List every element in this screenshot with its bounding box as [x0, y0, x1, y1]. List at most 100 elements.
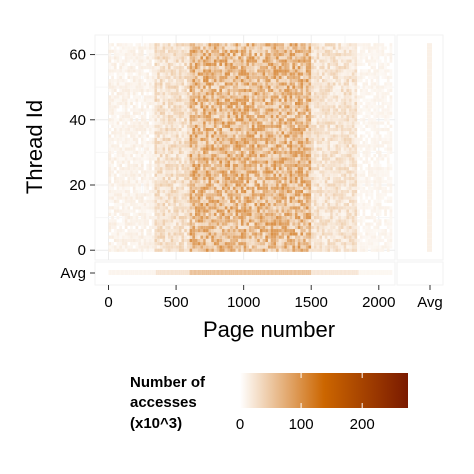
- heatmap-cell: [327, 219, 331, 223]
- heatmap-cell: [376, 173, 379, 177]
- heatmap-cell: [173, 137, 177, 141]
- heatmap-cell: [222, 196, 225, 200]
- heatmap-cell: [284, 238, 287, 243]
- heatmap-cell: [243, 212, 247, 216]
- heatmap-cell: [238, 199, 241, 203]
- heatmap-cell: [116, 176, 120, 181]
- heatmap-cell: [213, 232, 217, 236]
- heatmap-cell: [259, 206, 263, 210]
- heatmap-cell: [205, 101, 209, 106]
- heatmap-cell: [111, 101, 114, 106]
- heatmap-cell: [332, 144, 336, 148]
- heatmap-cell: [273, 105, 277, 109]
- heatmap-cell: [181, 222, 185, 226]
- heatmap-cell: [246, 235, 250, 239]
- heatmap-cell: [157, 245, 160, 249]
- heatmap-cell: [116, 209, 120, 213]
- heatmap-cell: [327, 215, 331, 220]
- heatmap-cell: [319, 225, 323, 230]
- heatmap-cell: [157, 95, 160, 99]
- heatmap-cell: [278, 209, 282, 213]
- heatmap-cell: [351, 127, 355, 132]
- heatmap-cell: [189, 199, 193, 203]
- heatmap-cell: [297, 140, 301, 145]
- heatmap-cell: [162, 238, 166, 243]
- heatmap-cell: [143, 235, 147, 239]
- heatmap-cell: [173, 92, 177, 96]
- heatmap-cell: [162, 196, 166, 200]
- heatmap-cell: [178, 170, 182, 174]
- heatmap-cell: [308, 235, 312, 239]
- heatmap-cell: [351, 163, 355, 168]
- heatmap-cell: [186, 108, 190, 112]
- heatmap-cell: [284, 229, 287, 233]
- heatmap-cell: [243, 202, 247, 207]
- heatmap-cell: [284, 154, 287, 158]
- heatmap-cell: [154, 101, 158, 106]
- heatmap-cell: [140, 232, 144, 236]
- heatmap-cell: [319, 186, 323, 190]
- heatmap-cell: [195, 212, 198, 216]
- heatmap-cell: [319, 154, 323, 158]
- heatmap-cell: [232, 157, 236, 161]
- heatmap-cell: [359, 186, 363, 190]
- heatmap-cell: [243, 209, 247, 213]
- heatmap-cell: [127, 186, 131, 190]
- heatmap-cell: [203, 127, 206, 132]
- heatmap-cell: [216, 173, 220, 177]
- heatmap-cell: [276, 105, 279, 109]
- heatmap-cell: [219, 206, 223, 210]
- heatmap-cell: [267, 131, 271, 135]
- heatmap-cell: [276, 144, 279, 148]
- heatmap-cell: [184, 124, 187, 128]
- heatmap-cell: [303, 147, 306, 151]
- heatmap-cell: [346, 160, 350, 164]
- heatmap-cell: [227, 196, 231, 200]
- heatmap-cell: [146, 215, 150, 220]
- heatmap-cell: [157, 219, 160, 223]
- heatmap-cell: [149, 160, 152, 164]
- heatmap-cell: [184, 137, 187, 141]
- heatmap-cell: [240, 235, 244, 239]
- heatmap-cell: [157, 118, 160, 122]
- heatmap-cell: [373, 147, 377, 151]
- heatmap-cell: [249, 131, 252, 135]
- heatmap-cell: [130, 235, 133, 239]
- heatmap-cell: [319, 202, 323, 207]
- heatmap-cell: [335, 131, 339, 135]
- heatmap-cell: [303, 98, 306, 102]
- heatmap-cell: [327, 140, 331, 145]
- heatmap-cell: [195, 114, 198, 119]
- heatmap-cell: [189, 121, 193, 125]
- heatmap-cell: [113, 202, 117, 207]
- heatmap-cell: [343, 163, 347, 168]
- heatmap-cell: [205, 108, 209, 112]
- heatmap-cell: [116, 101, 120, 106]
- heatmap-cell: [289, 88, 293, 93]
- heatmap-cell: [224, 140, 228, 145]
- heatmap-cell: [195, 144, 198, 148]
- heatmap-cell: [243, 242, 247, 246]
- heatmap-cell: [167, 209, 171, 213]
- heatmap-cell: [303, 248, 306, 252]
- heatmap-cell: [251, 219, 255, 223]
- heatmap-cell: [140, 238, 144, 243]
- heatmap-cell: [292, 170, 295, 174]
- heatmap-cell: [311, 225, 314, 230]
- heatmap-cell: [322, 189, 325, 194]
- heatmap-cell: [251, 212, 255, 216]
- heatmap-cell: [119, 163, 123, 168]
- heatmap-cell: [203, 140, 206, 145]
- heatmap-cell: [343, 229, 347, 233]
- heatmap-cell: [243, 124, 247, 128]
- heatmap-cell: [132, 219, 136, 223]
- heatmap-cell: [389, 206, 393, 210]
- heatmap-cell: [157, 160, 160, 164]
- heatmap-cell: [289, 127, 293, 132]
- heatmap-cell: [338, 167, 341, 171]
- heatmap-cell: [124, 199, 128, 203]
- heatmap-cell: [322, 95, 325, 99]
- heatmap-cell: [295, 196, 298, 200]
- heatmap-cell: [332, 160, 336, 164]
- heatmap-cell: [370, 170, 374, 174]
